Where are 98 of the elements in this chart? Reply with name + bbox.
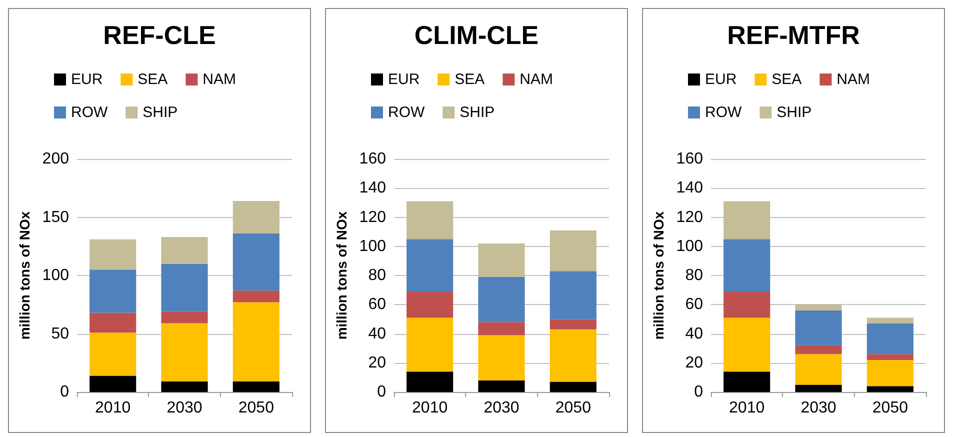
- chart-title: REF-MTFR: [727, 20, 860, 50]
- bar: [406, 292, 454, 318]
- legend-label: ROW: [388, 104, 426, 121]
- x-tick-label: 2010: [729, 400, 765, 416]
- bar: [232, 200, 280, 234]
- bar: [866, 360, 914, 386]
- bar: [161, 312, 208, 324]
- y-tick-label: 150: [42, 208, 70, 226]
- bar: [232, 382, 280, 392]
- bar: [724, 292, 770, 318]
- bar: [478, 335, 525, 380]
- x-tick-label: 2010: [412, 400, 448, 416]
- x-tick-label: 2050: [238, 400, 274, 416]
- bar: [161, 382, 208, 392]
- bar: [795, 354, 842, 385]
- y-tick-label: 80: [368, 267, 386, 284]
- bar: [866, 386, 914, 392]
- y-tick-label: 100: [359, 238, 386, 255]
- bar: [232, 234, 280, 291]
- legend-label: EUR: [705, 71, 737, 88]
- legend-label: SEA: [138, 71, 168, 88]
- x-tick-label: 2050: [872, 400, 908, 416]
- bar: [478, 276, 525, 322]
- x-tick-label: 2030: [484, 400, 520, 416]
- chart-title: REF-CLE: [103, 20, 216, 50]
- bar: [550, 382, 596, 392]
- bar: [550, 319, 596, 330]
- bar: [795, 345, 842, 354]
- y-tick-label: 40: [368, 325, 386, 342]
- y-tick-label: 20: [685, 354, 704, 372]
- legend-label: SHIP: [776, 104, 812, 121]
- y-tick-label: 200: [42, 150, 70, 168]
- y-tick-label: 40: [685, 325, 704, 342]
- legend-label: NAM: [202, 71, 236, 88]
- legend-label: EUR: [71, 71, 103, 88]
- y-tick-label: 120: [676, 208, 704, 226]
- y-axis-title: million tons of NOx: [16, 211, 32, 340]
- bar: [232, 302, 280, 382]
- legend-label: SHIP: [142, 104, 178, 121]
- bar: [724, 318, 770, 372]
- bar: [550, 230, 596, 272]
- bar: [90, 270, 136, 313]
- bar: [90, 332, 136, 376]
- bar: [161, 323, 208, 382]
- y-tick-label: 0: [694, 384, 704, 400]
- bar: [724, 372, 770, 392]
- bar: [406, 201, 454, 240]
- bar: [90, 312, 136, 333]
- legend-label: NAM: [836, 71, 870, 88]
- legend-label: SHIP: [460, 104, 495, 121]
- y-axis-title: million tons of NOx: [333, 211, 350, 340]
- legend-label: EUR: [388, 71, 420, 88]
- y-tick-label: 100: [676, 238, 704, 255]
- y-axis-title: million tons of NOx: [650, 211, 666, 340]
- x-tick-label: 2050: [555, 400, 592, 416]
- bar: [161, 264, 208, 312]
- y-tick-label: 0: [377, 384, 386, 400]
- bar: [406, 372, 454, 392]
- legend-label: ROW: [71, 104, 108, 121]
- bar: [795, 310, 842, 346]
- bar: [866, 354, 914, 360]
- chart-title: CLIM-CLE: [414, 20, 539, 50]
- bar: [406, 318, 454, 372]
- bar: [795, 304, 842, 310]
- bar: [90, 376, 136, 392]
- y-tick-label: 140: [359, 180, 386, 197]
- y-tick-label: 0: [60, 384, 70, 400]
- y-tick-label: 60: [685, 296, 704, 314]
- legend-label: SEA: [454, 71, 485, 88]
- bar: [795, 384, 842, 392]
- bar: [866, 324, 914, 354]
- bar: [724, 239, 770, 292]
- x-tick-label: 2030: [166, 400, 202, 416]
- y-tick-label: 80: [685, 267, 704, 284]
- legend-label: SEA: [772, 71, 802, 88]
- bar: [232, 290, 280, 302]
- bar: [161, 237, 208, 264]
- x-tick-label: 2030: [800, 400, 836, 416]
- y-tick-label: 140: [676, 180, 704, 197]
- y-tick-label: 100: [42, 267, 70, 284]
- y-tick-label: 160: [359, 150, 386, 168]
- bar: [90, 239, 136, 270]
- y-tick-label: 60: [368, 296, 386, 314]
- y-tick-label: 50: [51, 325, 70, 342]
- legend-label: ROW: [705, 104, 742, 121]
- bar: [478, 380, 525, 392]
- x-tick-label: 2010: [95, 400, 131, 416]
- bar: [478, 243, 525, 277]
- bar: [550, 329, 596, 382]
- bar: [550, 271, 596, 320]
- legend-label: NAM: [520, 71, 554, 88]
- bar: [406, 239, 454, 292]
- y-tick-label: 120: [359, 208, 386, 226]
- y-tick-label: 160: [676, 150, 704, 168]
- bar: [724, 201, 770, 240]
- y-tick-label: 20: [368, 354, 386, 372]
- bar: [478, 322, 525, 336]
- bar: [866, 318, 914, 324]
